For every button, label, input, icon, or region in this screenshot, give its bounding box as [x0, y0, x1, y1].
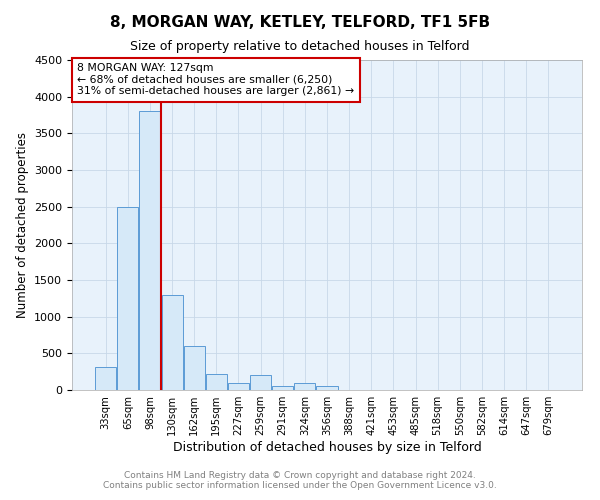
Text: Contains HM Land Registry data © Crown copyright and database right 2024.
Contai: Contains HM Land Registry data © Crown c…	[103, 470, 497, 490]
Bar	[272, 386, 293, 390]
X-axis label: Distribution of detached houses by size in Telford: Distribution of detached houses by size …	[173, 441, 481, 454]
Bar	[295, 382, 316, 390]
Bar	[95, 366, 116, 390]
Bar	[250, 376, 271, 390]
Text: 8 MORGAN WAY: 127sqm
← 68% of detached houses are smaller (6,250)
31% of semi-de: 8 MORGAN WAY: 127sqm ← 68% of detached h…	[77, 64, 354, 96]
Text: Size of property relative to detached houses in Telford: Size of property relative to detached ho…	[130, 40, 470, 53]
Bar	[118, 206, 139, 390]
Bar	[206, 374, 227, 390]
Bar	[184, 346, 205, 390]
Text: 8, MORGAN WAY, KETLEY, TELFORD, TF1 5FB: 8, MORGAN WAY, KETLEY, TELFORD, TF1 5FB	[110, 15, 490, 30]
Bar	[139, 112, 160, 390]
Bar	[228, 382, 249, 390]
Bar	[316, 386, 338, 390]
Y-axis label: Number of detached properties: Number of detached properties	[16, 132, 29, 318]
Bar	[161, 294, 182, 390]
